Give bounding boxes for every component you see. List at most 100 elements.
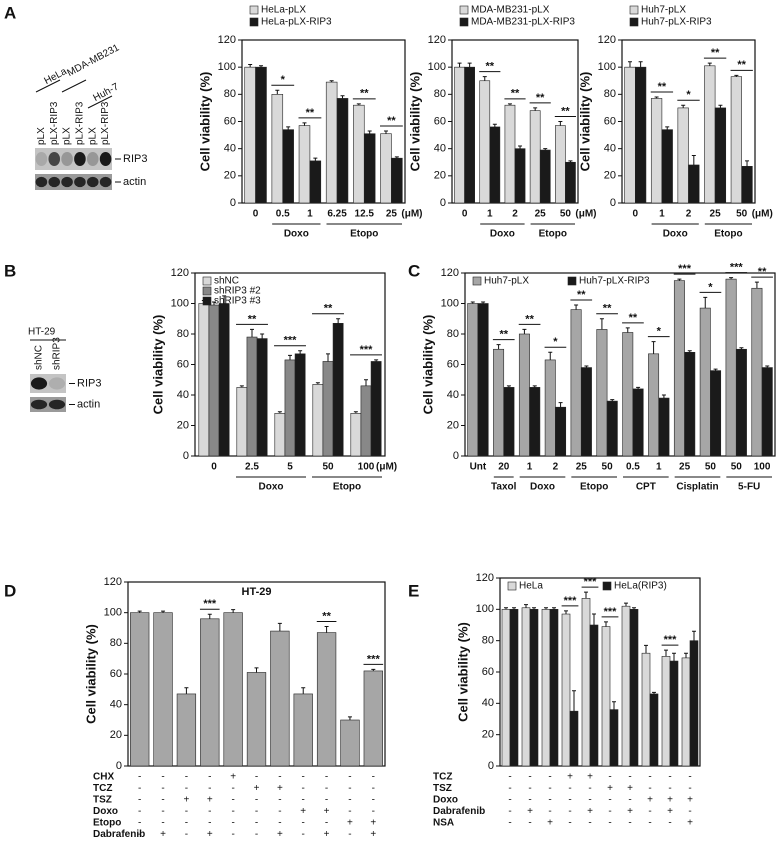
panel-label: B xyxy=(4,261,16,280)
x-tick-label: 0 xyxy=(462,209,468,220)
error-bar xyxy=(612,701,616,710)
error-bar xyxy=(624,602,628,607)
lane-label: shRIP3 xyxy=(52,337,63,370)
x-unit: (μM) xyxy=(752,209,773,220)
condition-mark: - xyxy=(278,806,281,817)
error-bar xyxy=(254,667,259,673)
condition-mark: - xyxy=(348,806,351,817)
blot-band xyxy=(86,151,99,167)
y-tick-label: 100 xyxy=(476,603,494,615)
error-bar xyxy=(470,301,475,304)
error-bar xyxy=(374,359,379,362)
y-axis-label: Cell viability (%) xyxy=(420,315,435,415)
error-bar xyxy=(627,61,632,68)
error-bar xyxy=(707,62,712,66)
bar xyxy=(332,323,344,457)
y-tick-label: 120 xyxy=(171,267,189,279)
bar xyxy=(176,693,197,767)
error-bar xyxy=(644,644,648,654)
condition-mark: + xyxy=(370,829,376,840)
x-unit: (μM) xyxy=(376,462,397,473)
error-bar xyxy=(636,386,641,389)
significance: *** xyxy=(730,261,744,273)
error-bar xyxy=(367,130,372,134)
y-tick-label: 60 xyxy=(224,115,236,127)
bar xyxy=(316,632,337,767)
bar xyxy=(340,719,360,767)
error-bar xyxy=(638,61,643,68)
condition-mark: - xyxy=(208,818,211,829)
bar xyxy=(391,157,403,204)
bar xyxy=(632,388,644,457)
condition-mark: + xyxy=(567,772,573,783)
condition-mark: - xyxy=(185,806,188,817)
significance: ** xyxy=(577,289,586,301)
significance: *** xyxy=(284,335,298,347)
cell-line-bar xyxy=(87,95,113,109)
significance: ** xyxy=(536,92,545,104)
significance: ** xyxy=(758,266,767,278)
x-tick-label: 50 xyxy=(731,462,743,473)
error-bar xyxy=(544,607,548,610)
x-tick-label: 50 xyxy=(560,209,572,220)
group-label: Etopo xyxy=(580,482,608,493)
error-bar xyxy=(512,607,516,610)
bar xyxy=(699,307,711,457)
x-tick-label: 25 xyxy=(576,462,588,473)
bar xyxy=(581,598,591,767)
significance: *** xyxy=(664,634,678,646)
y-tick-label: 60 xyxy=(177,358,189,370)
condition-mark: - xyxy=(528,818,531,829)
condition-mark: - xyxy=(648,818,651,829)
significance: ** xyxy=(324,303,333,315)
condition-mark: - xyxy=(648,772,651,783)
error-bar xyxy=(684,652,688,658)
legend-swatch xyxy=(202,276,212,286)
error-bar xyxy=(324,625,329,633)
error-bar xyxy=(625,327,630,333)
bar xyxy=(681,657,691,767)
condition-mark: - xyxy=(688,772,691,783)
error-bar xyxy=(481,301,486,304)
bar xyxy=(514,148,526,204)
error-bar xyxy=(207,613,212,619)
error-bar xyxy=(687,350,692,353)
error-bar xyxy=(298,350,303,354)
bar xyxy=(555,406,567,457)
significance: ** xyxy=(629,312,638,324)
bar xyxy=(589,624,599,767)
significance: *** xyxy=(360,344,374,356)
error-bar xyxy=(313,157,318,161)
bar xyxy=(529,609,539,767)
x-tick-label: Unt xyxy=(470,462,487,473)
error-bar xyxy=(383,130,388,134)
error-bar xyxy=(652,691,656,694)
bar xyxy=(649,693,659,767)
condition-mark: - xyxy=(508,818,511,829)
condition-mark: - xyxy=(161,795,164,806)
bar xyxy=(725,278,737,457)
error-bar xyxy=(467,62,472,68)
condition-mark: - xyxy=(528,772,531,783)
bar xyxy=(293,693,313,767)
error-bar xyxy=(524,604,528,608)
lane-label: pLX-RIP3 xyxy=(49,101,60,145)
error-bar xyxy=(765,365,770,368)
x-tick-label: 25 xyxy=(386,209,398,220)
error-bar xyxy=(552,607,556,610)
error-bar xyxy=(584,591,588,599)
legend-label: MDA-MB231-pLX xyxy=(471,5,550,16)
bar xyxy=(380,133,392,204)
bar xyxy=(208,304,220,457)
condition-mark: + xyxy=(547,818,553,829)
bar xyxy=(714,107,727,204)
condition-name: TSZ xyxy=(433,783,452,794)
significance: ** xyxy=(658,81,667,93)
bar xyxy=(255,66,267,204)
bar xyxy=(236,387,248,457)
legend-label: shRIP3 #2 xyxy=(214,286,261,297)
bar xyxy=(541,609,551,767)
lane-label: pLX xyxy=(36,127,47,145)
error-bar xyxy=(250,328,254,338)
condition-mark: - xyxy=(568,795,571,806)
